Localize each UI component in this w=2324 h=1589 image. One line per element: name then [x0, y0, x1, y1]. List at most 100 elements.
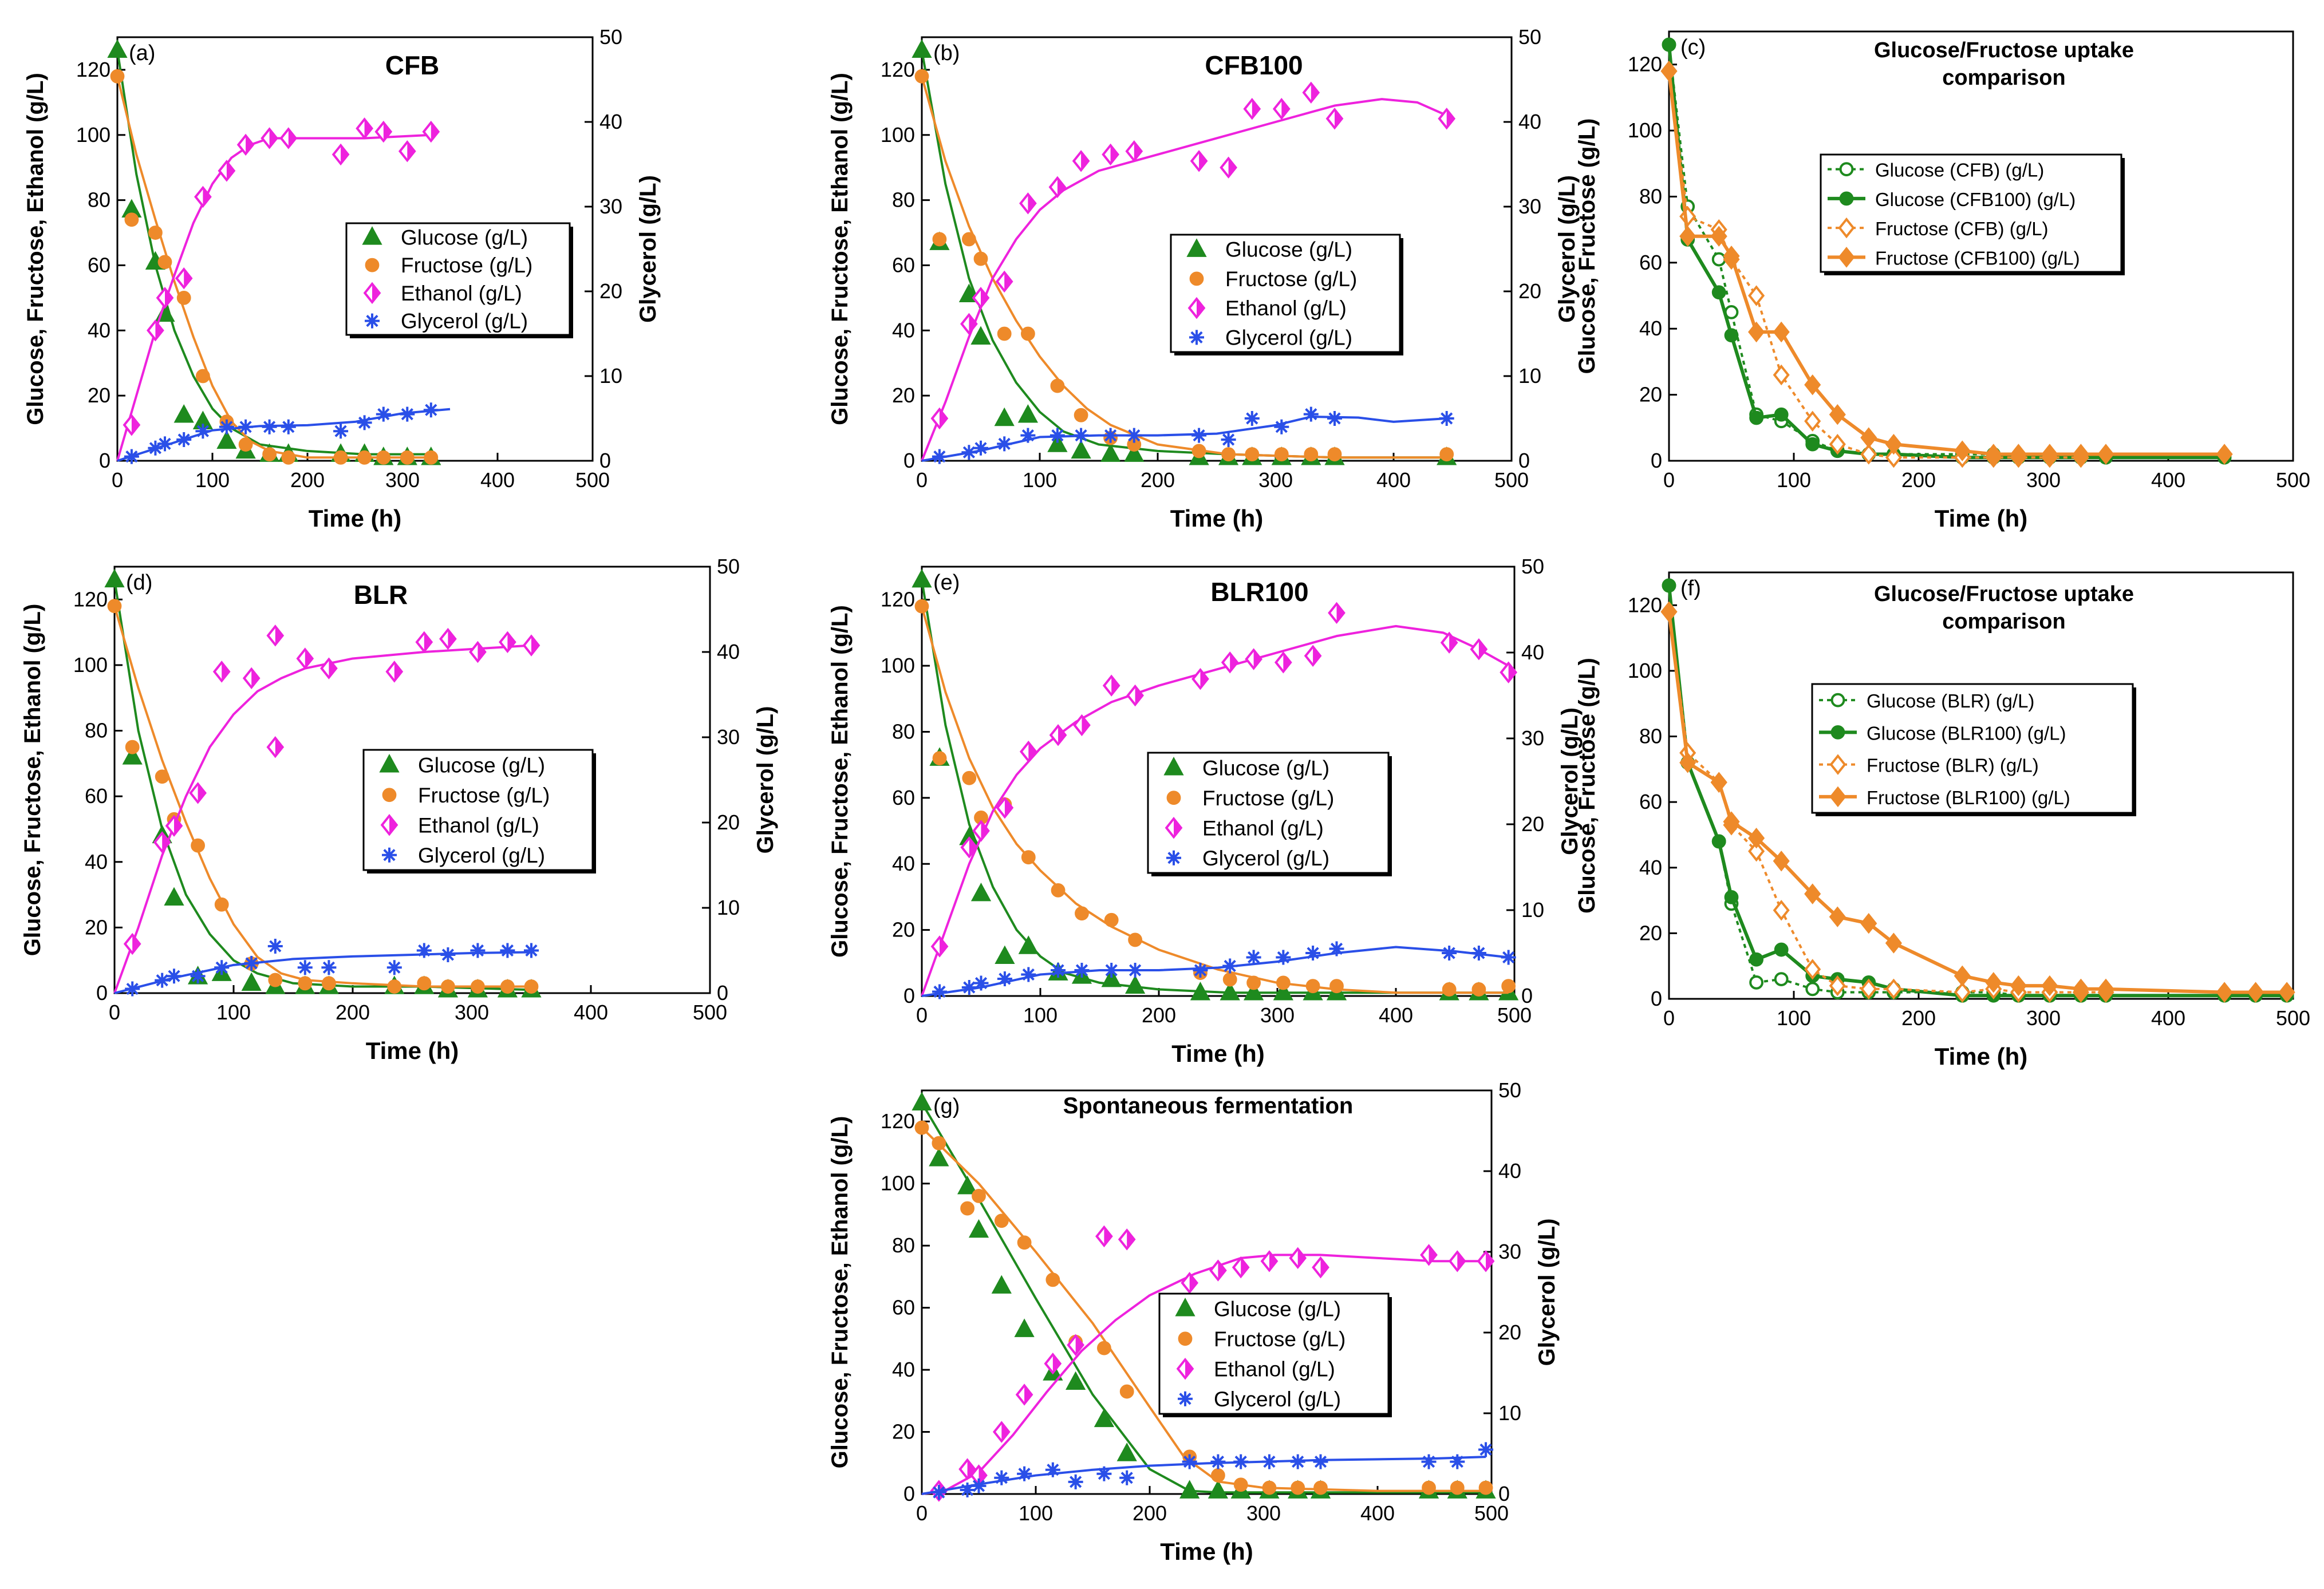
- legend-g: Glucose (g/L) Fructose (g/L) Ethanol (g/L)…: [1158, 1292, 1392, 1417]
- y2-axis-label: Glycerol (g/L): [636, 175, 661, 323]
- legend-box: [345, 222, 571, 336]
- y2-tick-label: 30: [599, 195, 622, 218]
- series-glucose-point-3: [164, 887, 184, 906]
- series-ethanol-point-7-fill: [1111, 676, 1119, 695]
- series-ethanol-point-9-fill: [1189, 1274, 1197, 1292]
- legend-box: [1170, 234, 1401, 353]
- series-fructose-point-18: [1478, 1480, 1493, 1495]
- series-fructose-point-17: [1450, 1480, 1465, 1495]
- series-fructose-point-12: [441, 979, 455, 994]
- series-glycerol-point-5: [1045, 1462, 1060, 1477]
- y-axis-label: Glucose, Fructose, Ethanol (g/L): [827, 605, 853, 958]
- series-e-3: [921, 941, 1516, 999]
- panel-label: (d): [126, 571, 152, 595]
- x-tick-label: 100: [1777, 468, 1811, 492]
- x-axis-label: Time (h): [1170, 505, 1264, 532]
- series-fructose-point-8: [1860, 912, 1877, 934]
- series-fructose-point-2: [962, 232, 976, 247]
- legend-entry-label: Glucose (g/L): [1202, 756, 1329, 780]
- series-ethanol-point-11-fill: [383, 122, 391, 141]
- x-tick-label: 300: [1258, 468, 1293, 492]
- series-glucose-point-9: [1124, 975, 1146, 994]
- series-glycerol-point-6: [1068, 1474, 1083, 1489]
- legend-ethanol-point-2-fill: [1174, 819, 1181, 837]
- y-tick-label: 40: [892, 318, 915, 342]
- series-glucose-point-2: [1711, 285, 1726, 300]
- series-fructose-point-14: [424, 450, 439, 465]
- y2-axis-label: Glycerol (g/L): [753, 706, 778, 854]
- legend-entry-label: Fructose (CFB) (g/L): [1875, 218, 2049, 239]
- series-glycerol-point-3: [190, 969, 206, 984]
- series-ethanol-point-10-fill: [1228, 158, 1236, 177]
- series-glycerol-point-10: [416, 943, 432, 958]
- series-fructose-point-13: [1274, 447, 1289, 462]
- series-fructose-point-6: [1804, 883, 1821, 904]
- series-ethanol-point-11-fill: [424, 633, 432, 651]
- y-tick-label: 100: [881, 123, 915, 147]
- series-ethanol-point-12-fill: [448, 630, 456, 649]
- series-glycerol-point-14: [524, 943, 539, 958]
- y2-tick-label: 20: [1521, 812, 1544, 836]
- series-ethanol-point-9-fill: [1199, 152, 1206, 171]
- series-fructose-point-16: [1442, 982, 1457, 997]
- series-glycerol-point-6: [238, 419, 254, 434]
- series-ethanol-point-2-fill: [174, 816, 181, 835]
- series-glycerol-point-8: [321, 960, 337, 975]
- series-ethanol-point-12-fill: [407, 142, 415, 161]
- series-glucose-point-6: [1805, 982, 1820, 997]
- legend-glucose-point-0: [1186, 238, 1207, 257]
- legend-entry-label: Ethanol (g/L): [401, 282, 522, 305]
- series-fructose-point-14: [1291, 1480, 1305, 1495]
- x-tick-label: 500: [575, 468, 610, 492]
- series-ethanol-point-8-fill: [1134, 142, 1142, 161]
- series-fructose-point-5: [1017, 1235, 1032, 1250]
- chart-title: Glucose/Fructose uptake: [1874, 582, 2134, 606]
- legend-entry-label: Glucose (g/L): [418, 753, 545, 777]
- series-fructose-point-8: [1097, 1341, 1111, 1355]
- series-fructose-point-5: [1773, 851, 1790, 872]
- series-glycerol-point-11: [1244, 411, 1260, 426]
- y2-tick-label: 0: [1518, 449, 1530, 472]
- series-fructose-point-4: [176, 290, 191, 305]
- legend-entry-label: Fructose (CFB100) (g/L): [1875, 247, 2080, 268]
- y2-tick-label: 20: [1518, 279, 1541, 303]
- series-fructose-point-5: [1773, 364, 1790, 386]
- series-ethanol-point-11-fill: [1252, 100, 1260, 118]
- series-fructose-point-7: [268, 973, 283, 987]
- series-fructose-point-5: [1021, 326, 1035, 341]
- legend-box: [362, 749, 594, 871]
- y2-tick-label: 10: [717, 896, 740, 919]
- series-fructose-point-18: [1501, 979, 1516, 994]
- legend-entry-label: Glucose (CFB) (g/L): [1875, 160, 2044, 181]
- series-glycerol-point-1: [960, 1482, 975, 1497]
- series-d-3: [114, 939, 539, 997]
- series-glucose-point-8: [1094, 1408, 1115, 1428]
- legend-entry-label: Fructose (g/L): [1214, 1327, 1346, 1351]
- chart-title: BLR: [354, 580, 408, 610]
- series-ethanol-point-4-fill: [1028, 194, 1036, 213]
- legend-d: Glucose (g/L) Fructose (g/L) Ethanol (g/L)…: [362, 749, 596, 873]
- series-glycerol-point-3: [994, 1470, 1009, 1485]
- series-ethanol-point-4-fill: [1028, 742, 1036, 761]
- legend-fructose-point-3: [1829, 786, 1846, 808]
- y2-tick-label: 50: [599, 25, 622, 49]
- series-fructose-point-14: [500, 979, 515, 994]
- series-ethanol-point-6-fill: [1075, 1335, 1083, 1354]
- legend-c: Glucose (CFB) (g/L) Glucose (CFB100) (g/L…: [1820, 153, 2125, 275]
- series-ethanol-point-3-fill: [1004, 799, 1012, 817]
- x-axis-label: Time (h): [309, 505, 402, 532]
- y-tick-label: 20: [892, 918, 915, 942]
- x-tick-label: 0: [916, 1501, 928, 1525]
- legend-shadow: [367, 870, 596, 873]
- series-glucose-point-6: [241, 972, 262, 991]
- series-ethanol-point-1-fill: [967, 1460, 975, 1479]
- series-glucose-point-6: [1047, 433, 1068, 452]
- legend-entry-label: Glucose (g/L): [1214, 1297, 1341, 1321]
- series-glucose-point-7: [1071, 440, 1091, 459]
- y-tick-label: 120: [881, 1109, 915, 1133]
- y2-tick-label: 0: [717, 981, 728, 1005]
- legend-entry-label: Glycerol (g/L): [418, 844, 545, 867]
- series-ethanol-point-2-fill: [981, 288, 988, 307]
- legend-entry-label: Ethanol (g/L): [1225, 297, 1347, 320]
- series-glycerol-point-4: [1017, 1466, 1032, 1481]
